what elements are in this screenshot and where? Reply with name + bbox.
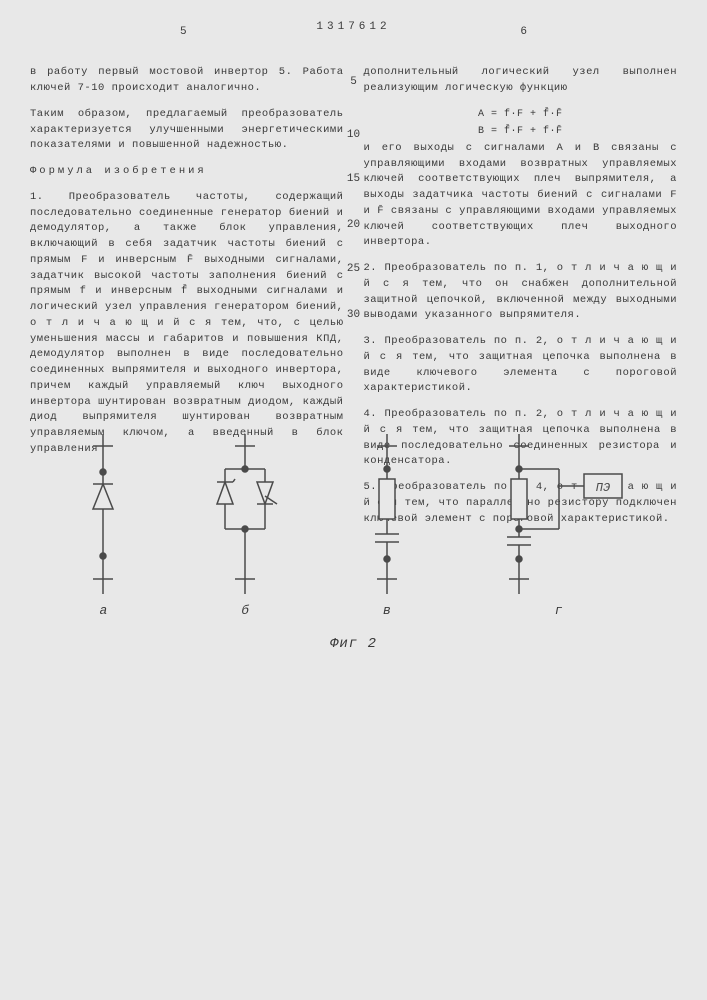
claim-3: 3. Преобразователь по п. 2, о т л и ч а … (364, 334, 678, 397)
left-column-number: 5 (180, 25, 187, 40)
right-column: дополнительный логический узел выполнен … (364, 65, 678, 365)
line-marker-20: 20 (347, 218, 360, 233)
formula-a: A = f·F + f̄·F̄ (364, 107, 678, 122)
formula-b: B = f̄·F + f·F̄ (364, 124, 678, 139)
circuit-v-label: в (362, 602, 412, 620)
pe-box-label: ПЭ (595, 481, 609, 495)
line-marker-5: 5 (350, 75, 357, 90)
left-column: в работу первый мостовой инвертор 5. Раб… (30, 65, 344, 365)
document-number: 1317612 (30, 20, 677, 35)
claim-1: 1. Преобразователь частоты, содержащий п… (30, 190, 344, 458)
circuit-b-svg (205, 434, 285, 594)
circuit-a-svg (78, 434, 128, 594)
circuit-g-svg: ПЭ (489, 434, 629, 594)
circuit-b: б (205, 434, 285, 620)
right-para-1: дополнительный логический узел выполнен … (364, 65, 678, 97)
line-marker-30: 30 (347, 308, 360, 323)
formula-title: Формула изобретения (30, 164, 344, 180)
circuit-a: а (78, 434, 128, 620)
line-marker-25: 25 (347, 262, 360, 277)
right-column-number: 6 (520, 25, 527, 40)
claim-2: 2. Преобразователь по п. 1, о т л и ч а … (364, 261, 678, 324)
figure-2: а (40, 420, 667, 670)
right-para-2: и его выходы с сигналами A и B связаны с… (364, 141, 678, 251)
circuit-b-label: б (205, 602, 285, 620)
left-para-2: Таким образом, предлагаемый преобразоват… (30, 107, 344, 154)
line-marker-10: 10 (347, 128, 360, 143)
circuit-v-svg (362, 434, 412, 594)
figure-caption: Фиг 2 (40, 635, 667, 655)
circuit-g-label: г (489, 602, 629, 620)
circuit-a-label: а (78, 602, 128, 620)
line-marker-15: 15 (347, 172, 360, 187)
circuit-v: в (362, 434, 412, 620)
circuit-g: ПЭ г (489, 434, 629, 620)
left-para-1: в работу первый мостовой инвертор 5. Раб… (30, 65, 344, 97)
